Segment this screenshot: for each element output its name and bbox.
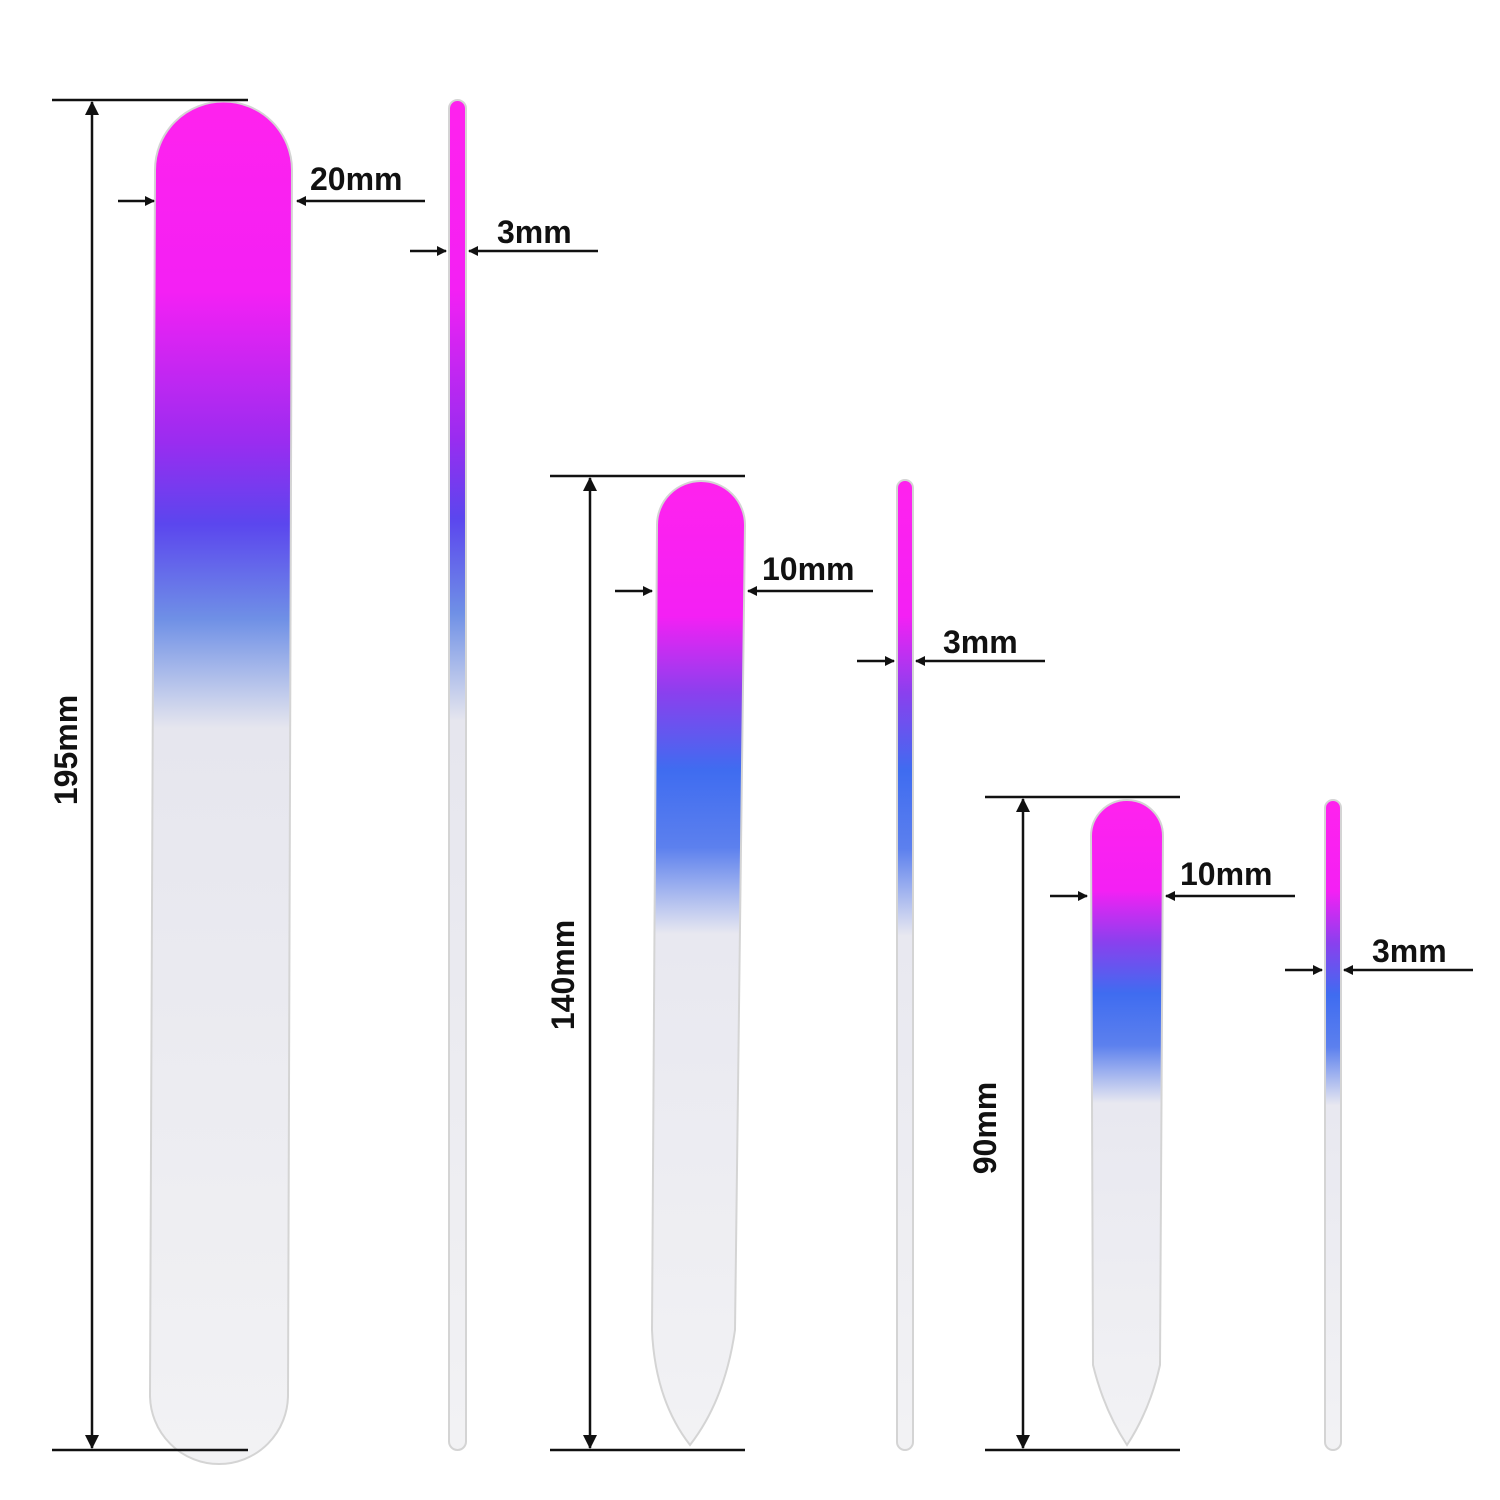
thickness-label: 3mm bbox=[943, 624, 1018, 660]
file-body bbox=[148, 100, 294, 1465]
length-label: 195mm bbox=[48, 695, 84, 805]
width-label: 20mm bbox=[310, 161, 403, 197]
width-label: 10mm bbox=[762, 551, 855, 587]
file-body bbox=[650, 480, 747, 1447]
length-label: 90mm bbox=[967, 1082, 1003, 1175]
width-label: 10mm bbox=[1180, 856, 1273, 892]
length-label: 140mm bbox=[545, 920, 581, 1030]
file-body bbox=[1089, 799, 1165, 1447]
file-small: 90mm 10mm 3mm bbox=[967, 795, 1473, 1452]
file-large: 195mm 20mm 3mm bbox=[48, 98, 598, 1465]
file-side bbox=[896, 479, 914, 1451]
file-medium: 140mm 10mm 3mm bbox=[545, 474, 1045, 1452]
file-side bbox=[1324, 799, 1342, 1451]
file-side bbox=[448, 99, 467, 1451]
thickness-label: 3mm bbox=[1372, 933, 1447, 969]
thickness-label: 3mm bbox=[497, 214, 572, 250]
